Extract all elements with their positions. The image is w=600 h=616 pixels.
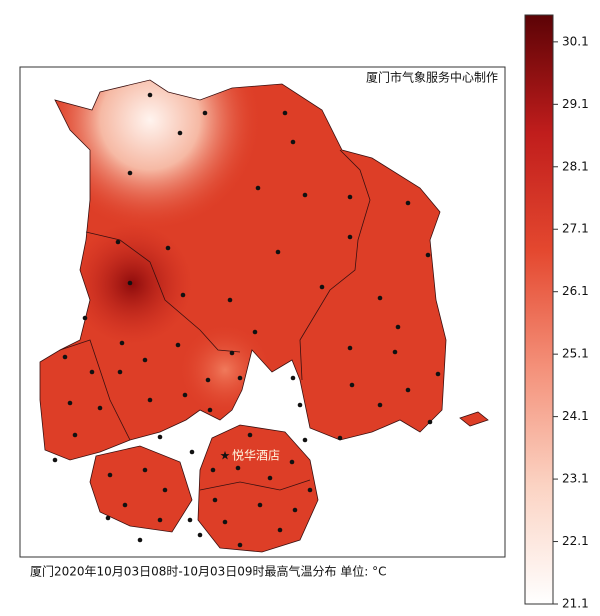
station-dot: [122, 502, 128, 508]
hotel-star: ★: [220, 449, 231, 463]
station-dot: [347, 234, 353, 240]
colorbar-tick-label: 22.1: [562, 534, 589, 548]
station-dot: [162, 487, 168, 493]
station-dot: [72, 432, 78, 438]
colorbar-tick-label: 27.1: [562, 222, 589, 236]
station-dot: [175, 342, 181, 348]
station-dot: [212, 497, 218, 503]
station-dot: [115, 239, 121, 245]
station-dot: [177, 130, 183, 136]
colorbar-tick-label: 29.1: [562, 97, 589, 111]
station-dot: [377, 402, 383, 408]
station-dot: [127, 170, 133, 176]
station-dot: [405, 200, 411, 206]
colorbar-ticks: 30.1 29.1 28.1 27.1 26.1 25.1 24.1 23.1 22.1 21.1: [553, 34, 589, 611]
station-dot: [197, 532, 203, 538]
station-dot: [222, 519, 228, 525]
station-dot: [302, 192, 308, 198]
station-dot: [127, 280, 133, 286]
colorbar-tick-label: 30.1: [562, 34, 589, 48]
station-dot: [62, 354, 68, 360]
caption: 厦门2020年10月03日08时-10月03日09时最高气温分布 单位: °C: [30, 564, 387, 579]
station-dot: [82, 315, 88, 321]
station-dot: [157, 517, 163, 523]
station-dot: [235, 465, 241, 471]
station-dot: [435, 371, 441, 377]
station-dot: [205, 377, 211, 383]
station-dot: [275, 249, 281, 255]
station-dot: [425, 252, 431, 258]
station-dot: [157, 434, 163, 440]
station-dot: [182, 392, 188, 398]
station-dot: [257, 502, 263, 508]
station-dot: [319, 284, 325, 290]
station-dot: [252, 329, 258, 335]
station-dot: [427, 419, 433, 425]
station-dot: [349, 382, 355, 388]
station-dot: [117, 369, 123, 375]
station-dot: [302, 437, 308, 443]
station-dot: [277, 527, 283, 533]
station-dot: [392, 349, 398, 355]
station-dot: [290, 375, 296, 381]
station-dot: [247, 432, 253, 438]
station-dot: [297, 402, 303, 408]
station-dot: [347, 194, 353, 200]
colorbar-tick-label: 23.1: [562, 472, 589, 486]
station-dot: [237, 542, 243, 548]
colorbar-tick-label: 24.1: [562, 409, 589, 423]
station-dot: [237, 375, 243, 381]
credit: 厦门市气象服务中心制作: [366, 70, 498, 85]
colorbar: [524, 14, 554, 605]
colorbar-tick-label: 21.1: [562, 597, 589, 611]
station-dot: [227, 297, 233, 303]
station-dot: [107, 472, 113, 478]
colorbar-tick-label: 26.1: [562, 284, 589, 298]
station-dot: [105, 515, 111, 521]
station-dot: [347, 345, 353, 351]
place-label: 悦华酒店: [232, 449, 280, 463]
station-dot: [67, 400, 73, 406]
station-dot: [180, 292, 186, 298]
station-dot: [147, 92, 153, 98]
station-dot: [377, 295, 383, 301]
station-dot: [307, 487, 313, 493]
station-dot: [210, 467, 216, 473]
station-dot: [119, 340, 125, 346]
station-dot: [142, 467, 148, 473]
station-dot: [89, 369, 95, 375]
station-dot: [207, 407, 213, 413]
station-dot: [147, 397, 153, 403]
station-dot: [142, 357, 148, 363]
station-dot: [189, 449, 195, 455]
station-dot: [337, 435, 343, 441]
station-dot: [255, 185, 261, 191]
station-dot: [97, 405, 103, 411]
station-dot: [395, 324, 401, 330]
station-dot: [289, 459, 295, 465]
station-dot: [229, 350, 235, 356]
station-dot: [187, 517, 193, 523]
colorbar-tick-label: 25.1: [562, 347, 589, 361]
station-dot: [290, 139, 296, 145]
station-dot: [137, 537, 143, 543]
station-dot: [282, 110, 288, 116]
district-borders: [59, 149, 371, 491]
stations: [52, 92, 441, 548]
station-dot: [292, 507, 298, 513]
colorbar-tick-label: 28.1: [562, 159, 589, 173]
station-dot: [405, 387, 411, 393]
station-dot: [52, 457, 58, 463]
station-dot: [165, 245, 171, 251]
station-dot: [267, 475, 273, 481]
station-dot: [202, 110, 208, 116]
